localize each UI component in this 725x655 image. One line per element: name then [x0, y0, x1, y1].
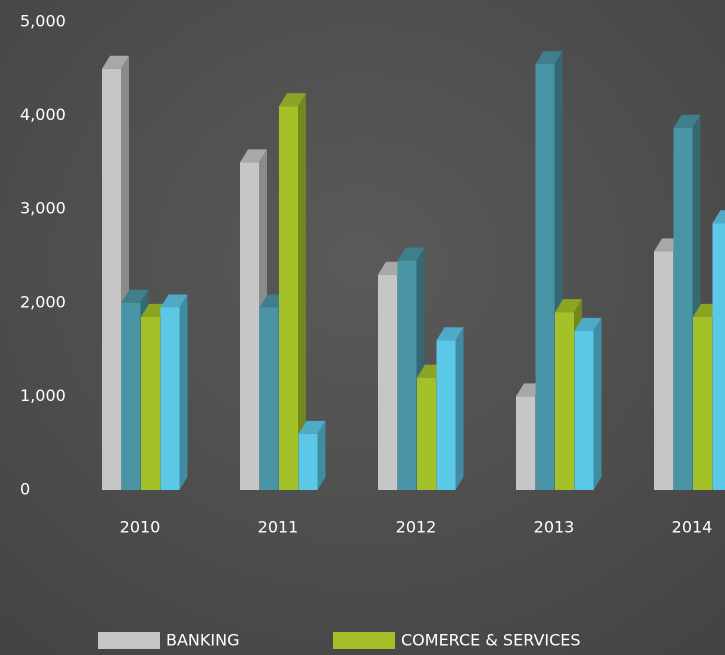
bar	[693, 316, 712, 490]
bar-side	[317, 420, 326, 490]
bar-side	[593, 317, 602, 490]
bar-top	[574, 317, 602, 331]
bar	[298, 433, 318, 490]
bar	[259, 307, 279, 490]
bar-top	[436, 327, 464, 341]
bar	[160, 307, 180, 490]
bar	[712, 223, 725, 491]
bar-top	[397, 247, 425, 261]
bar	[654, 251, 673, 490]
y-tick-label: 0	[20, 480, 30, 499]
bar-top	[712, 210, 725, 224]
x-tick-label: 2013	[534, 518, 575, 537]
x-tick-label: 2010	[120, 518, 161, 537]
bar-side	[455, 327, 464, 490]
x-tick-label: 2014	[672, 518, 713, 537]
bar	[279, 106, 298, 491]
bar-top	[555, 299, 582, 313]
bar	[417, 377, 436, 490]
bar-top	[240, 149, 267, 163]
bar	[673, 127, 693, 490]
bar-top	[673, 114, 701, 128]
legend-swatch	[333, 632, 395, 649]
bar	[436, 340, 456, 490]
bar	[516, 396, 535, 490]
bar	[397, 260, 417, 490]
bar	[378, 274, 397, 490]
bar-top	[102, 55, 129, 69]
bar-top	[535, 51, 563, 65]
y-tick-label: 2,000	[20, 292, 66, 311]
legend-label: COMERCE & SERVICES	[401, 631, 581, 650]
bar	[240, 162, 259, 490]
bar	[141, 316, 160, 490]
legend-label: BANKING	[166, 631, 239, 650]
legend-swatch	[98, 632, 160, 649]
bar-top	[279, 93, 306, 107]
y-tick-label: 5,000	[20, 12, 66, 31]
y-tick-label: 4,000	[20, 105, 66, 124]
bar	[121, 302, 141, 490]
bar-top	[121, 289, 149, 303]
y-tick-label: 3,000	[20, 199, 66, 218]
bar-side	[179, 294, 188, 490]
bar	[574, 330, 594, 490]
bar	[555, 312, 574, 490]
bar	[102, 68, 121, 491]
bar	[535, 64, 555, 491]
x-tick-label: 2011	[258, 518, 299, 537]
y-tick-label: 1,000	[20, 386, 66, 405]
x-tick-label: 2012	[396, 518, 437, 537]
bar-top	[160, 294, 188, 308]
bar-top	[298, 420, 326, 434]
bar-side	[298, 93, 306, 491]
